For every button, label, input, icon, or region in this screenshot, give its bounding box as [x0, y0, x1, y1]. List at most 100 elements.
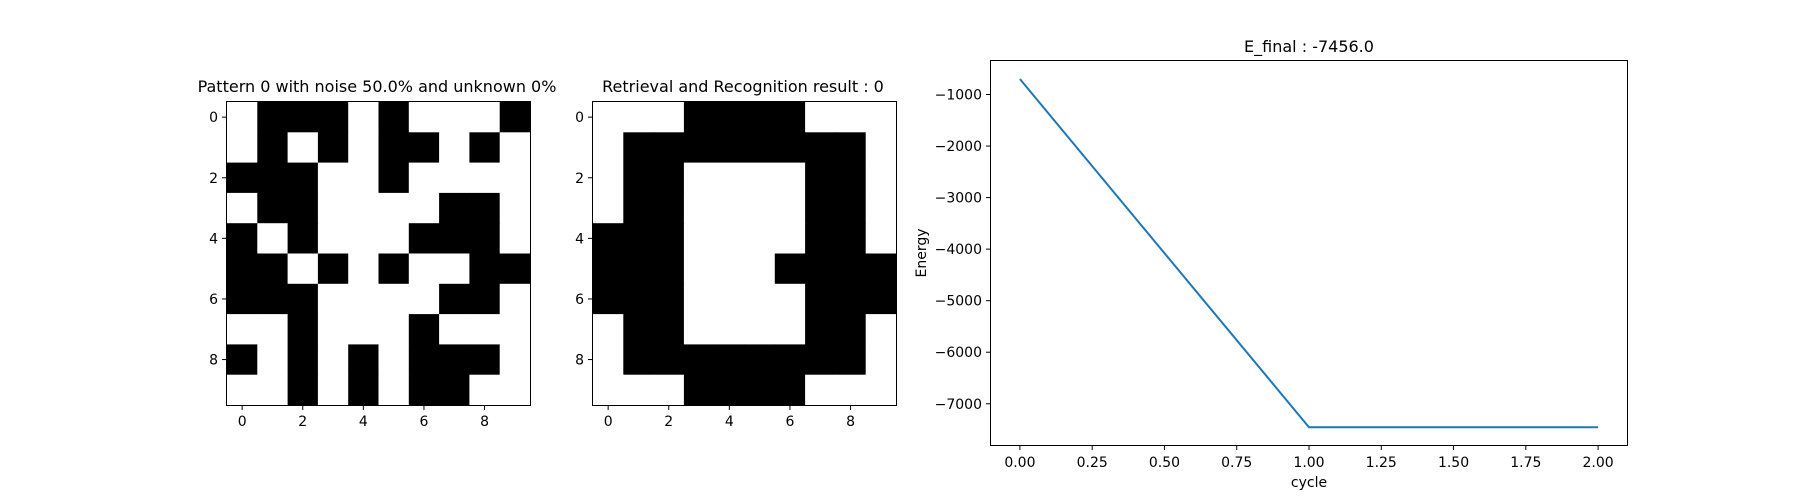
noisy-pattern-cell: [469, 283, 501, 315]
retrieval-result-cell: [865, 344, 897, 376]
energy-line-group: [1019, 78, 1599, 429]
noisy-pattern-cell: [287, 344, 319, 376]
retrieval-result-cell: [623, 192, 655, 224]
retrieval-result-cell: [865, 223, 897, 255]
energy-x-tick-label: 0.00: [1004, 455, 1035, 471]
energy-x-tick-label: 1.75: [1510, 455, 1541, 471]
noisy-pattern-cell: [499, 314, 531, 345]
retrieval-result-cell: [805, 283, 836, 315]
noisy-pattern-cell: [378, 344, 410, 376]
retrieval-result-cell: [865, 132, 897, 164]
noisy-pattern-x-tick-label: 8: [480, 414, 489, 430]
noisy-pattern-cell: [227, 344, 258, 376]
noisy-pattern-y-tick-label: 0: [209, 110, 218, 126]
noisy-pattern-cell: [439, 192, 470, 224]
retrieval-result-cell: [593, 283, 624, 315]
retrieval-result-x-tick-label: 6: [785, 414, 794, 430]
retrieval-result-cell: [714, 102, 746, 133]
noisy-pattern-cell: [439, 344, 470, 376]
noisy-pattern-cell: [287, 223, 319, 255]
retrieval-result-cell: [593, 344, 624, 376]
retrieval-result-x-tick-label: 0: [604, 414, 613, 430]
noisy-pattern-cell: [469, 192, 501, 224]
noisy-pattern-cell: [439, 253, 470, 285]
noisy-pattern-cell: [469, 132, 501, 164]
retrieval-result-cell: [683, 192, 715, 224]
retrieval-result-cell: [774, 374, 806, 406]
noisy-pattern-cell: [378, 283, 410, 315]
energy-y-tick-label: −5000: [935, 294, 982, 310]
retrieval-result-cell: [774, 102, 806, 133]
noisy-pattern-x-tick-label: 2: [298, 414, 307, 430]
retrieval-result-cell: [835, 132, 867, 164]
noisy-pattern-cell: [499, 132, 531, 164]
retrieval-result-cell: [593, 253, 624, 285]
retrieval-result-cell: [774, 314, 806, 345]
noisy-pattern-cell: [469, 374, 501, 406]
retrieval-result-cell: [714, 132, 746, 164]
retrieval-result-cell: [865, 314, 897, 345]
retrieval-result-y-tick-label: 2: [575, 171, 584, 187]
retrieval-result-cell: [623, 162, 655, 194]
retrieval-result-cell: [653, 253, 685, 285]
retrieval-result-cell: [714, 283, 746, 315]
retrieval-result-cell: [653, 132, 685, 164]
noisy-pattern-cell: [257, 223, 289, 255]
noisy-pattern-y-ticks: 0 2 4 6 8: [209, 110, 227, 369]
retrieval-result-cell: [774, 344, 806, 376]
noisy-pattern-cell: [227, 162, 258, 194]
retrieval-result-cell: [714, 344, 746, 376]
noisy-pattern-cell: [227, 102, 258, 133]
noisy-pattern-cell: [499, 102, 531, 133]
noisy-pattern-cell: [408, 102, 440, 133]
energy-x-axis-label: cycle: [1291, 475, 1327, 491]
noisy-pattern-cells: [227, 102, 531, 406]
noisy-pattern-cell: [439, 283, 470, 315]
noisy-pattern-cell: [257, 314, 289, 345]
retrieval-result-cell: [835, 344, 867, 376]
noisy-pattern-cell: [317, 314, 349, 345]
retrieval-result-cell: [805, 192, 836, 224]
energy-x-tick-label: 2.00: [1583, 455, 1614, 471]
retrieval-result-cell: [623, 132, 655, 164]
noisy-pattern-cell: [408, 374, 440, 406]
energy-x-tick-label: 0.75: [1221, 455, 1252, 471]
retrieval-result-cell: [774, 283, 806, 315]
noisy-pattern-cell: [439, 223, 470, 255]
noisy-pattern-cell: [378, 102, 410, 133]
retrieval-result-x-tick-label: 2: [664, 414, 673, 430]
retrieval-result-cell: [865, 253, 897, 285]
noisy-pattern-cell: [227, 192, 258, 224]
noisy-pattern-cell: [408, 253, 440, 285]
noisy-pattern-cell: [378, 374, 410, 406]
noisy-pattern-y-tick-label: 6: [209, 292, 218, 308]
noisy-pattern-cell: [348, 223, 380, 255]
retrieval-result-cell: [805, 344, 836, 376]
noisy-pattern-cell: [227, 132, 258, 164]
noisy-pattern-cell: [257, 162, 289, 194]
noisy-pattern-cell: [499, 223, 531, 255]
noisy-pattern-cell: [287, 374, 319, 406]
retrieval-result-cell: [714, 192, 746, 224]
retrieval-result-cell: [744, 283, 776, 315]
noisy-pattern-cell: [408, 192, 440, 224]
retrieval-result-cell: [714, 162, 746, 194]
noisy-pattern-cell: [499, 162, 531, 194]
noisy-pattern-cell: [227, 283, 258, 315]
retrieval-result-cell: [744, 192, 776, 224]
noisy-pattern-cell: [317, 344, 349, 376]
noisy-pattern-title: Pattern 0 with noise 50.0% and unknown 0…: [198, 77, 557, 96]
retrieval-result-cell: [744, 314, 776, 345]
noisy-pattern-cell: [227, 253, 258, 285]
retrieval-result-cell: [805, 223, 836, 255]
retrieval-result-cell: [865, 162, 897, 194]
energy-panel: E_final : -7456.0 0.00 0.25 0.50 0.75 1.00 1.…: [914, 37, 1628, 491]
retrieval-result-cell: [653, 162, 685, 194]
noisy-pattern-cell: [408, 132, 440, 164]
retrieval-result-cell: [835, 283, 867, 315]
noisy-pattern-cell: [378, 314, 410, 345]
noisy-pattern-cell: [439, 132, 470, 164]
retrieval-result-y-tick-label: 0: [575, 110, 584, 126]
retrieval-result-y-tick-label: 6: [575, 292, 584, 308]
